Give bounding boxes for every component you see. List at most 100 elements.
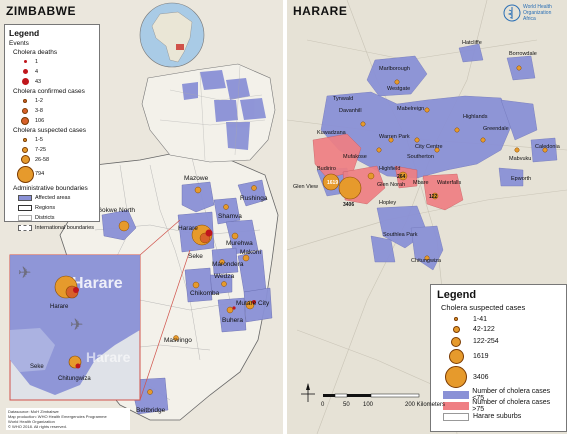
airport-icon: ✈	[18, 265, 31, 282]
label-greendale: Greendale	[483, 126, 509, 132]
map-footnote: Datasource: MoH Zimbabwe Map production:…	[6, 408, 130, 430]
label-davanhill: Davanhill	[339, 108, 362, 114]
scale-label: 50	[343, 402, 350, 408]
affected-area-buhera	[217, 297, 247, 333]
legend-admin-row: International boundaries	[15, 223, 95, 232]
zimbabwe-map-panel[interactable]: ✈ ✈ Harare Harare Harare Seke Chitungwiz…	[0, 0, 283, 434]
marker-masvingo	[173, 335, 179, 341]
label-seke: Seke	[188, 253, 203, 260]
affected-area-rushinga	[237, 179, 267, 207]
label-southerton: Southerton	[407, 154, 434, 160]
label-makoni: Makoni	[240, 249, 261, 256]
label-mbare: Mbare	[413, 180, 429, 186]
legend-suspected-row: 1619	[439, 348, 562, 365]
marker-buhera	[226, 306, 234, 314]
legend-suspected-row: 794	[15, 165, 95, 183]
label-shamva: Shamva	[218, 213, 242, 220]
label-mazowe: Mazowe	[184, 175, 209, 182]
legend-admin-row: Regions	[15, 203, 95, 212]
label-kuwadzana: Kuwadzana	[317, 130, 347, 136]
label-caledonia: Caledonia	[535, 144, 561, 150]
legend-deaths-row: 1	[15, 57, 95, 66]
scale-label: 200 Kilometers	[405, 402, 446, 408]
marker-wedza	[221, 281, 227, 287]
case-label-waterfalls: 122	[429, 194, 438, 200]
zimbabwe-detail-map	[141, 63, 276, 163]
legend-deaths-row: 43	[15, 77, 95, 86]
legend-deaths-label: Cholera deaths	[13, 49, 58, 56]
legend-suspected-row: 3406	[439, 365, 562, 389]
label-marondera: Marondera	[212, 261, 244, 268]
marker-murehwa	[231, 232, 239, 240]
label-marlborough: Marlborough	[379, 66, 410, 72]
label-gokwe-north: Gokwe North	[97, 207, 135, 214]
legend-suspected-row: 122-254	[439, 335, 562, 348]
legend-admin-row: Districts	[15, 213, 95, 222]
scale-label: 0	[321, 402, 325, 408]
label-hatcliffe: Hatcliffe	[462, 40, 482, 46]
label-rushinga: Rushinga	[240, 195, 268, 202]
label-tynwald: Tynwald	[333, 96, 353, 102]
label-epworth: Epworth	[511, 176, 531, 182]
marker-glen-view	[322, 173, 340, 191]
legend-admin-row: Affected areas	[15, 193, 95, 202]
inset-harare-big-label-2: Harare	[86, 349, 131, 365]
event-markers	[118, 185, 257, 395]
affected-area-marondera	[211, 247, 239, 275]
legend-title: Legend	[437, 289, 477, 301]
label-chikomba: Chikomba	[190, 290, 220, 297]
marker-mbare	[398, 171, 408, 181]
zimbabwe-map: ✈ ✈ Harare Harare Harare Seke Chitungwiz…	[0, 0, 283, 434]
case-label-budiriro: 3406	[343, 202, 354, 208]
label-mufakose: Mufakose	[343, 154, 367, 160]
panel-title-harare: HARARE	[293, 4, 348, 18]
legend-area-row: Harare suburbs	[439, 411, 562, 422]
legend-suspected-label: Cholera suspected cases	[441, 303, 526, 312]
legend-confirmed-row: 3-8	[15, 106, 95, 115]
legend-suspected-row: 1-41	[439, 314, 562, 324]
affected-area-mazowe	[181, 181, 215, 213]
case-label-mbare: 264	[397, 174, 406, 180]
label-waterfalls: Waterfalls	[437, 180, 461, 186]
label-beitbridge: Beitbridge	[136, 407, 166, 414]
airport-icon: ✈	[70, 317, 83, 334]
inset-harare-label: Harare	[50, 304, 69, 310]
marker-shamva	[223, 204, 229, 210]
who-emblem-icon	[503, 4, 521, 22]
label-mabvuku: Mabvuku	[509, 156, 531, 162]
affected-area-murehwa	[225, 219, 259, 255]
legend-area-row: Number of cholera cases >75	[439, 399, 562, 413]
marker-mazowe	[194, 186, 202, 194]
suburbs-low-cases	[316, 43, 558, 271]
who-logo-text: World Health Organization Africa	[523, 4, 552, 22]
marker-waterfalls	[431, 192, 439, 200]
label-masvingo: Masvingo	[164, 337, 192, 344]
label-highfield: Highfield	[379, 166, 400, 172]
label-murehwa: Murehwa	[226, 240, 253, 247]
affected-area-shamva	[213, 197, 241, 225]
marker-chikomba	[192, 281, 200, 289]
legend-confirmed-row: 106	[15, 116, 95, 125]
label-westgate: Westgate	[387, 86, 410, 92]
label-highlands: Highlands	[463, 114, 488, 120]
marker-gokwe-north	[118, 220, 130, 232]
legend-suspected-row: 7-25	[15, 145, 95, 154]
legend-deaths-row: 4	[15, 67, 95, 76]
marker-makoni	[242, 254, 250, 262]
label-glen-norah: Glen Norah	[377, 182, 405, 188]
label-buhera: Buhera	[222, 317, 243, 324]
harare-inset-map: ✈ ✈ Harare Harare Harare Seke Chitungwiz…	[9, 254, 141, 401]
label-city-centre: City Centre	[415, 144, 443, 150]
label-budiriro: Budiriro	[317, 166, 336, 172]
scale-label: 100	[363, 402, 374, 408]
label-warren-park: Warren Park	[379, 134, 410, 140]
legend-suspected-row: 42-122	[439, 324, 562, 335]
case-label-glen-view: 1619	[327, 180, 338, 186]
who-logo: World Health Organization Africa	[503, 2, 563, 24]
label-southlea-park: Southlea Park	[383, 232, 418, 238]
harare-map-panel[interactable]: Hatcliffe Borrowdale Marlborough Tynwald…	[287, 0, 567, 434]
label-mutare-city: Mutare City	[236, 300, 270, 307]
legend-admin-label: Administrative boundaries	[13, 185, 88, 192]
legend-suspected-row: 1-5	[15, 135, 95, 144]
marker-glen-norah	[367, 172, 375, 180]
